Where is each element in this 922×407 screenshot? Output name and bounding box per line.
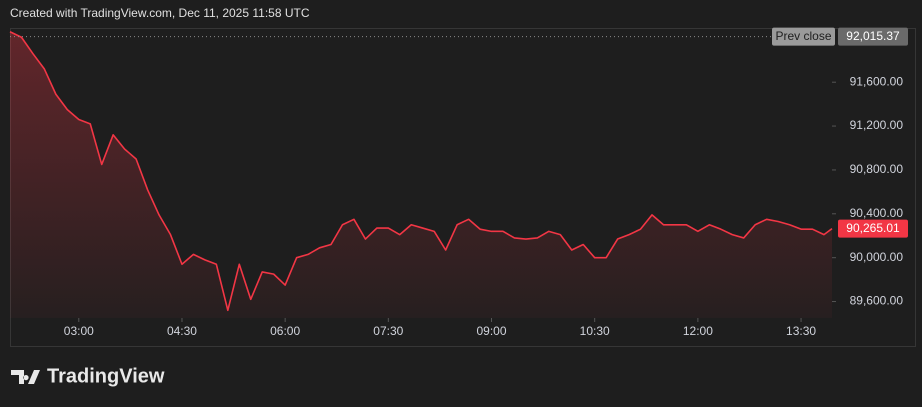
area-fill [10, 31, 832, 319]
y-tick-label: 90,400.00 [850, 206, 904, 220]
logo-icon [11, 370, 40, 384]
prev-close-value-box [838, 27, 908, 46]
x-tick-label: 10:30 [580, 324, 610, 338]
y-tick-label: 90,000.00 [850, 250, 904, 264]
x-tick-label: 07:30 [373, 324, 403, 338]
prev-close-name-box [772, 27, 835, 46]
prev-close-value: 92,015.37 [846, 29, 900, 43]
last-price-box [838, 219, 908, 238]
last-price-label: 90,265.01 [846, 221, 900, 235]
price-line [9, 31, 833, 312]
brand-name: TradingView [47, 365, 165, 387]
x-tick-label: 04:30 [167, 324, 197, 338]
y-tick-label: 90,800.00 [850, 162, 904, 176]
chart-title: Created with TradingView.com, Dec 11, 20… [10, 6, 310, 20]
x-tick-label: 12:00 [683, 324, 713, 338]
x-tick-label: 13:30 [786, 324, 816, 338]
y-tick-label: 91,600.00 [850, 74, 904, 88]
brand-logo: TradingView [11, 365, 165, 387]
y-tick-label: 89,600.00 [850, 294, 904, 308]
prev-close-name: Prev close [775, 29, 831, 43]
y-tick-label: 91,200.00 [850, 118, 904, 132]
x-tick-label: 06:00 [270, 324, 300, 338]
x-tick-label: 03:00 [64, 324, 94, 338]
x-tick-label: 09:00 [476, 324, 506, 338]
